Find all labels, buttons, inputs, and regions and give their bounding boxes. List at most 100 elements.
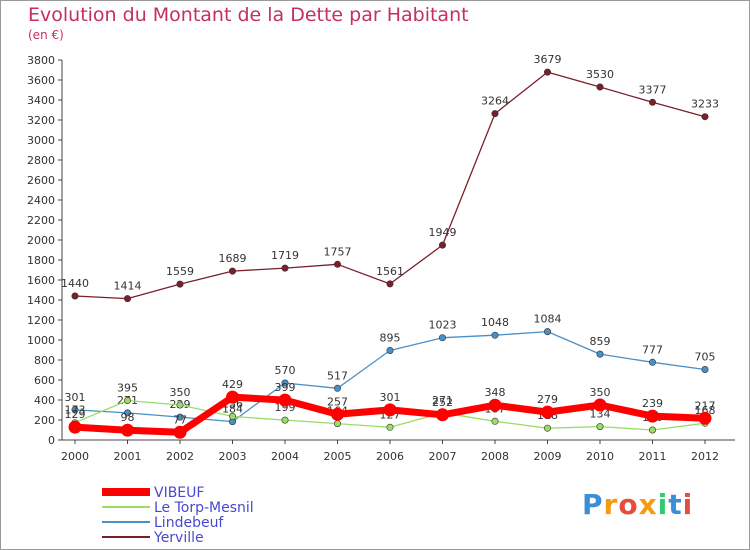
data-point-vibeuf-2002: [173, 425, 187, 439]
legend-label-vibeuf: VIBEUF: [154, 485, 204, 501]
data-label-le-torp-mesnil-2001: 395: [117, 382, 138, 395]
data-point-lindebeuf-2002: [176, 413, 184, 421]
chart-subtitle: (en €): [28, 28, 64, 42]
y-tick-label-3000: 3000: [27, 134, 55, 147]
data-point-yerville-2009: [543, 68, 551, 76]
data-point-le-torp-mesnil-2011: [648, 426, 656, 434]
data-label-lindebeuf-2005: 517: [327, 369, 348, 382]
logo-letter: o: [618, 488, 639, 521]
logo-letter: r: [603, 488, 619, 521]
x-tick-label-2002: 2002: [166, 450, 194, 463]
data-label-le-torp-mesnil-2010: 134: [590, 408, 611, 421]
data-point-yerville-2003: [229, 267, 237, 275]
x-tick-label-2004: 2004: [271, 450, 299, 463]
data-point-le-torp-mesnil-2001: [124, 396, 132, 404]
data-label-vibeuf-2010: 350: [590, 386, 611, 399]
data-point-lindebeuf-2001: [124, 409, 132, 417]
legend-label-lindebeuf: Lindebeuf: [154, 515, 224, 531]
data-point-lindebeuf-2004: [281, 379, 289, 387]
data-point-yerville-2006: [386, 280, 394, 288]
data-point-yerville-2000: [71, 292, 79, 300]
data-label-lindebeuf-2000: 301: [65, 391, 86, 404]
data-point-vibeuf-2009: [541, 405, 554, 419]
x-tick-label-2003: 2003: [219, 450, 247, 463]
data-point-lindebeuf-2000: [71, 406, 79, 414]
proxiti-logo: Proxiti: [582, 488, 693, 521]
data-point-yerville-2005: [333, 260, 341, 268]
data-label-lindebeuf-2008: 1048: [481, 316, 509, 329]
data-point-vibeuf-2012: [698, 411, 712, 425]
y-tick-label-400: 400: [34, 394, 55, 407]
x-tick-label-2007: 2007: [429, 450, 457, 463]
data-point-vibeuf-2008: [488, 398, 502, 412]
data-label-yerville-2007: 1949: [429, 226, 457, 239]
y-tick-label-3600: 3600: [27, 74, 55, 87]
data-label-lindebeuf-2004: 570: [275, 364, 296, 377]
y-tick-label-1600: 1600: [27, 274, 55, 287]
y-tick-label-800: 800: [34, 354, 55, 367]
data-point-vibeuf-2005: [331, 407, 344, 421]
data-label-vibeuf-2004: 399: [275, 381, 296, 394]
y-tick-label-1000: 1000: [27, 334, 55, 347]
data-point-yerville-2010: [596, 83, 604, 91]
x-tick-label-2001: 2001: [114, 450, 142, 463]
data-point-yerville-2012: [701, 113, 709, 121]
data-point-lindebeuf-2012: [701, 365, 709, 373]
data-label-vibeuf-2000: 129: [65, 408, 86, 421]
legend-label-yerville: Yerville: [153, 530, 204, 546]
x-tick-label-2006: 2006: [376, 450, 404, 463]
data-point-vibeuf-2007: [436, 408, 449, 422]
x-tick-label-2011: 2011: [639, 450, 667, 463]
data-label-yerville-2008: 3264: [481, 95, 509, 108]
y-tick-label-200: 200: [34, 414, 55, 427]
data-label-lindebeuf-2010: 859: [590, 335, 611, 348]
data-label-le-torp-mesnil-2002: 350: [170, 386, 191, 399]
data-point-le-torp-mesnil-2004: [281, 416, 289, 424]
y-tick-label-2800: 2800: [27, 154, 55, 167]
data-point-vibeuf-2011: [646, 409, 659, 423]
x-tick-label-2010: 2010: [586, 450, 614, 463]
data-label-vibeuf-2012: 217: [695, 399, 716, 412]
data-point-lindebeuf-2008: [491, 331, 499, 339]
data-label-yerville-2002: 1559: [166, 265, 194, 278]
x-tick-label-2012: 2012: [691, 450, 719, 463]
data-point-le-torp-mesnil-2008: [491, 417, 499, 425]
data-point-le-torp-mesnil-2009: [543, 424, 551, 432]
data-label-vibeuf-2008: 348: [485, 386, 506, 399]
data-point-yerville-2011: [648, 98, 656, 106]
y-tick-label-1200: 1200: [27, 314, 55, 327]
y-tick-label-2400: 2400: [27, 194, 55, 207]
data-label-lindebeuf-2006: 895: [380, 332, 401, 345]
data-label-yerville-2005: 1757: [324, 245, 352, 258]
data-label-vibeuf-2001: 98: [121, 411, 135, 424]
logo-letter: P: [582, 488, 604, 521]
y-tick-label-3800: 3800: [27, 54, 55, 67]
y-tick-label-1800: 1800: [27, 254, 55, 267]
logo-letter: i: [682, 488, 694, 521]
data-label-vibeuf-2002: 77: [173, 413, 187, 426]
data-point-vibeuf-2006: [383, 403, 397, 417]
data-label-vibeuf-2003: 429: [222, 378, 243, 391]
logo-letter: x: [638, 488, 658, 521]
data-point-lindebeuf-2011: [648, 358, 656, 366]
data-label-le-torp-mesnil-2007: 271: [432, 394, 453, 407]
data-point-yerville-2007: [438, 241, 446, 249]
y-tick-label-1400: 1400: [27, 294, 55, 307]
logo-letter: t: [668, 488, 683, 521]
data-label-lindebeuf-2011: 777: [642, 343, 663, 356]
data-point-lindebeuf-2007: [438, 334, 446, 342]
data-point-lindebeuf-2009: [543, 328, 551, 336]
data-label-yerville-2012: 3233: [691, 98, 719, 111]
data-label-le-torp-mesnil-2012: 168: [695, 404, 716, 417]
data-point-vibeuf-2010: [593, 398, 607, 412]
data-label-lindebeuf-2007: 1023: [429, 319, 457, 332]
data-point-lindebeuf-2006: [386, 346, 394, 354]
x-tick-label-2005: 2005: [324, 450, 352, 463]
logo-letter: i: [657, 488, 669, 521]
data-label-yerville-2011: 3377: [639, 83, 667, 96]
data-point-le-torp-mesnil-2005: [333, 420, 341, 428]
data-label-vibeuf-2011: 239: [642, 397, 663, 410]
data-label-lindebeuf-2012: 705: [695, 351, 716, 364]
data-label-yerville-2001: 1414: [114, 280, 142, 293]
